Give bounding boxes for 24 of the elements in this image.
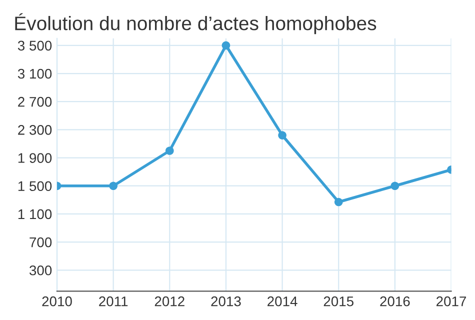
point <box>222 41 230 50</box>
y-tick-label: 2 700 <box>18 96 52 107</box>
x-tick-label: 2013 <box>211 296 241 306</box>
point <box>390 182 400 190</box>
chart-title: Évolution du nombre d’actes homophobes <box>15 13 376 34</box>
point <box>109 182 118 190</box>
y-tick-label: 1 900 <box>18 153 52 163</box>
point <box>165 146 174 155</box>
y-tick-label: 1 100 <box>18 209 52 220</box>
y-tick-label: 1 500 <box>18 181 52 192</box>
y-tick-label: 700 <box>30 237 52 248</box>
y-tick-label: 2 300 <box>18 125 52 135</box>
point <box>334 198 343 206</box>
x-tick-label: 2011 <box>99 296 128 306</box>
x-tick-label: 2012 <box>154 296 184 306</box>
point <box>278 131 286 140</box>
x-tick-label: 2010 <box>42 296 72 306</box>
y-tick-label: 3 100 <box>18 68 52 79</box>
x-tick-label: 2017 <box>436 296 466 306</box>
x-tick-label: 2015 <box>324 296 354 306</box>
y-tick-label: 3 500 <box>18 40 52 51</box>
y-tick-label: 300 <box>30 265 52 276</box>
x-tick-label: 2014 <box>268 296 298 306</box>
x-tick-label: 2016 <box>380 296 410 306</box>
